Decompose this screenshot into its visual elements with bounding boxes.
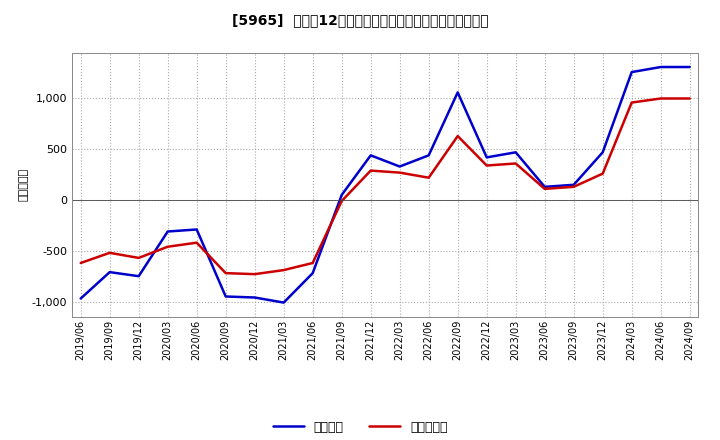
Text: [5965]  利益だ12か月移動合計の対前年同期増減額の推移: [5965] 利益だ12か月移動合計の対前年同期増減額の推移 <box>232 13 488 27</box>
当期純利益 <box>163 244 172 249</box>
経常利益 <box>570 182 578 187</box>
経常利益 <box>105 269 114 275</box>
経常利益 <box>308 271 317 276</box>
経常利益 <box>221 294 230 299</box>
経常利益 <box>279 300 288 305</box>
当期純利益 <box>627 100 636 105</box>
当期純利益 <box>338 198 346 204</box>
Line: 当期純利益: 当期純利益 <box>81 99 690 274</box>
経常利益 <box>251 295 259 300</box>
当期純利益 <box>221 271 230 276</box>
経常利益 <box>541 184 549 190</box>
当期純利益 <box>685 96 694 101</box>
当期純利益 <box>598 171 607 176</box>
Legend: 経常利益, 当期純利益: 経常利益, 当期純利益 <box>272 421 448 434</box>
当期純利益 <box>279 268 288 273</box>
当期純利益 <box>424 175 433 180</box>
経常利益 <box>482 155 491 160</box>
経常利益 <box>685 64 694 70</box>
当期純利益 <box>454 133 462 139</box>
当期純利益 <box>251 271 259 277</box>
経常利益 <box>598 150 607 155</box>
当期純利益 <box>135 255 143 260</box>
Line: 経常利益: 経常利益 <box>81 67 690 303</box>
当期純利益 <box>192 240 201 246</box>
経常利益 <box>135 274 143 279</box>
当期純利益 <box>105 250 114 256</box>
経常利益 <box>366 153 375 158</box>
当期純利益 <box>657 96 665 101</box>
経常利益 <box>454 90 462 95</box>
経常利益 <box>163 229 172 234</box>
当期純利益 <box>511 161 520 166</box>
経常利益 <box>76 296 85 301</box>
当期純利益 <box>482 163 491 168</box>
当期純利益 <box>541 186 549 191</box>
経常利益 <box>657 64 665 70</box>
経常利益 <box>192 227 201 232</box>
Y-axis label: （百万円）: （百万円） <box>19 168 29 202</box>
当期純利益 <box>76 260 85 266</box>
当期純利益 <box>570 184 578 190</box>
経常利益 <box>395 164 404 169</box>
当期純利益 <box>395 170 404 175</box>
当期純利益 <box>366 168 375 173</box>
経常利益 <box>511 150 520 155</box>
当期純利益 <box>308 260 317 266</box>
経常利益 <box>338 192 346 198</box>
経常利益 <box>627 70 636 75</box>
経常利益 <box>424 153 433 158</box>
